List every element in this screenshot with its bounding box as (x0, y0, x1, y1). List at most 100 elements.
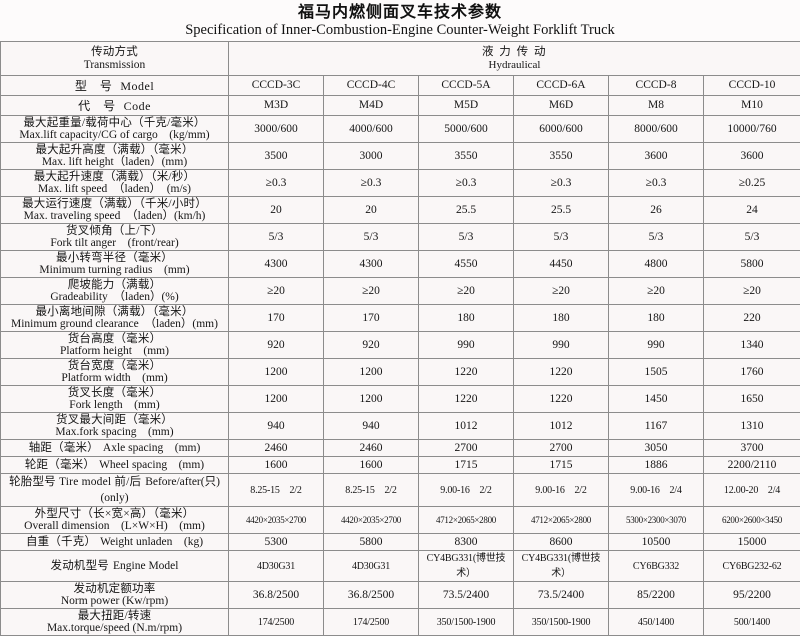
spec-value-cell: 8000/600 (609, 116, 704, 143)
table-row-transmission: 传动方式 Transmission 液 力 传 动 Hydraulical (1, 42, 800, 76)
table-row: 最大起升速度（满载）（米/秒）Max. lift speed （laden） (… (1, 170, 800, 197)
spec-label-en: Gradeability （laden）(%) (3, 291, 226, 304)
model-value-4: CCCD-6A (514, 76, 609, 96)
table-row: 最大起重量/载荷中心（千克/毫米）Max.lift capacity/CG of… (1, 116, 800, 143)
table-row: 外型尺寸（长×宽×高）（毫米）Overall dimension (L×W×H)… (1, 507, 800, 534)
spec-label-cell: 外型尺寸（长×宽×高）（毫米）Overall dimension (L×W×H)… (1, 507, 229, 534)
spec-label-en: Max.fork spacing (mm) (3, 426, 226, 439)
spec-value-cell: 3600 (704, 143, 800, 170)
spec-label-cn: 货台宽度（毫米） (3, 360, 226, 373)
spec-value-cell: 990 (609, 332, 704, 359)
spec-value-cell: 3550 (514, 143, 609, 170)
spec-value-cell: ≥20 (704, 278, 800, 305)
spec-value-cell: 350/1500-1900 (514, 609, 609, 636)
table-row: 最小转弯半径（毫米）Minimum turning radius (mm)430… (1, 251, 800, 278)
spec-value-cell: 2700 (419, 440, 514, 457)
spec-label-en: Wheel spacing (mm) (99, 459, 204, 471)
spec-value-cell: 3700 (704, 440, 800, 457)
transmission-label-en: Transmission (3, 59, 226, 72)
table-row: 最大起升高度（满载）（毫米）Max. lift height（laden）(mm… (1, 143, 800, 170)
code-value-1: M3D (229, 96, 324, 116)
spec-label-cn: 最大起重量/载荷中心（千克/毫米） (3, 117, 226, 130)
spec-value-cell: 5300×2300×3070 (609, 507, 704, 534)
code-value-5: M8 (609, 96, 704, 116)
spec-value-cell: 9.00-16 2/2 (419, 474, 514, 507)
spec-value-cell: 1012 (419, 413, 514, 440)
spec-value-cell: 940 (324, 413, 419, 440)
spec-label-cn: 外型尺寸（长×宽×高）（毫米） (3, 508, 226, 521)
spec-value-cell: 8.25-15 2/2 (324, 474, 419, 507)
spec-value-cell: 15000 (704, 534, 800, 551)
model-label-cn: 型 号 (75, 79, 113, 93)
spec-label-cell: 最小离地间隙（满载）（毫米）Minimum ground clearance （… (1, 305, 229, 332)
spec-value-cell: 1715 (419, 457, 514, 474)
spec-label-cell: 轴距（毫米）Axle spacing (mm) (1, 440, 229, 457)
spec-value-cell: 3500 (229, 143, 324, 170)
spec-value-cell: 4300 (229, 251, 324, 278)
spec-value-cell: 4712×2065×2800 (514, 507, 609, 534)
spec-label-en: Weight unladen (kg) (100, 536, 203, 548)
spec-value-cell: 8600 (514, 534, 609, 551)
spec-value-cell: 2460 (324, 440, 419, 457)
spec-label-cell: 最小转弯半径（毫米）Minimum turning radius (mm) (1, 251, 229, 278)
spec-value-cell: 10500 (609, 534, 704, 551)
table-row: 爬坡能力（满载）Gradeability （laden）(%)≥20≥20≥20… (1, 278, 800, 305)
spec-value-cell: 25.5 (514, 197, 609, 224)
spec-value-cell: 1012 (514, 413, 609, 440)
spec-value-cell: 1886 (609, 457, 704, 474)
spec-value-cell: 500/1400 (704, 609, 800, 636)
spec-value-cell: 95/2200 (704, 582, 800, 609)
code-label-en: Code (124, 99, 151, 113)
spec-value-cell: 9.00-16 2/2 (514, 474, 609, 507)
spec-value-cell: 36.8/2500 (324, 582, 419, 609)
hydraulical-label-en: Hydraulical (231, 59, 798, 72)
spec-value-cell: 1220 (419, 359, 514, 386)
spec-label-en: Platform width (mm) (3, 372, 226, 385)
code-value-2: M4D (324, 96, 419, 116)
spec-value-cell: 5800 (324, 534, 419, 551)
spec-value-cell: 1340 (704, 332, 800, 359)
code-label-cn: 代 号 (78, 99, 116, 113)
spec-label-cn: 轮胎型号 Tire model 前/后 (9, 476, 141, 488)
spec-label-cn: 货台高度（毫米） (3, 333, 226, 346)
spec-value-cell: ≥20 (229, 278, 324, 305)
spec-value-cell: 4000/600 (324, 116, 419, 143)
spec-label-en: Engine Model (113, 560, 178, 572)
specification-table: 传动方式 Transmission 液 力 传 动 Hydraulical 型 … (0, 41, 800, 636)
spec-value-cell: 20 (324, 197, 419, 224)
spec-value-cell: 1310 (704, 413, 800, 440)
spec-value-cell: 6000/600 (514, 116, 609, 143)
spec-value-cell: 1200 (229, 386, 324, 413)
spec-value-cell: 5000/600 (419, 116, 514, 143)
spec-value-cell: 220 (704, 305, 800, 332)
spec-value-cell: ≥0.3 (609, 170, 704, 197)
spec-value-cell: 1220 (514, 386, 609, 413)
spec-value-cell: 1167 (609, 413, 704, 440)
spec-value-cell: 26 (609, 197, 704, 224)
spec-label-cn: 轮距（毫米） (25, 459, 95, 471)
spec-label-en: Max. traveling speed （laden）(km/h) (3, 210, 226, 223)
spec-label-cn: 货叉最大间距（毫米） (3, 414, 226, 427)
spec-value-cell: ≥0.3 (514, 170, 609, 197)
title-block: 福马内燃侧面叉车技术参数 Specification of Inner-Comb… (0, 0, 800, 39)
table-body: 传动方式 Transmission 液 力 传 动 Hydraulical 型 … (1, 42, 800, 636)
spec-label-cell: 自重（千克） Weight unladen (kg) (1, 534, 229, 551)
spec-value-cell: 24 (704, 197, 800, 224)
spec-label-cn: 货叉倾角（上/下） (3, 225, 226, 238)
spec-label-en: Max.torque/speed (N.m/rpm) (3, 622, 226, 635)
spec-label-cn: 轴距（毫米） (29, 442, 99, 454)
spec-value-cell: 2460 (229, 440, 324, 457)
spec-label-cn: 发动机型号 (51, 560, 110, 572)
spec-value-cell: ≥0.3 (419, 170, 514, 197)
spec-label-cn: 自重（千克） (26, 536, 96, 548)
spec-label-en: Max. lift height（laden）(mm) (3, 156, 226, 169)
